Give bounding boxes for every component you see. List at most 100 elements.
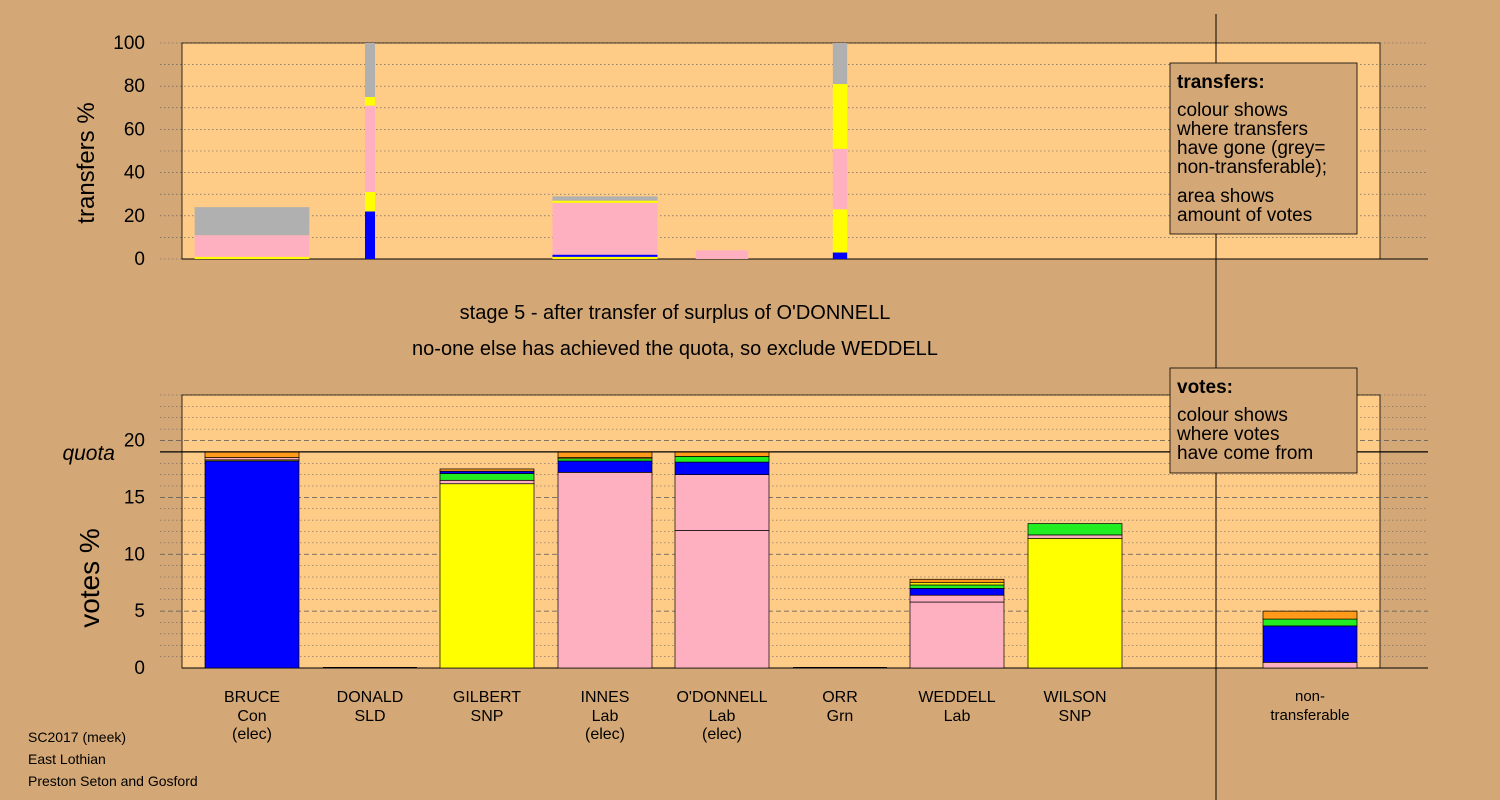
vote-segment-lab — [1262, 661, 1358, 669]
candidate-name-label: BRUCE — [224, 689, 280, 706]
transfer-segment-snp — [832, 209, 848, 253]
candidate-party-label: Con — [237, 708, 266, 725]
votes-legend-box — [1169, 367, 1358, 474]
vote-segment-con — [1262, 625, 1358, 663]
transfers-legend-text: area shows — [1177, 186, 1274, 207]
transfer-segment-snp — [365, 192, 375, 212]
vote-segment-sld — [557, 451, 653, 458]
candidate-name-label: WEDDELL — [918, 689, 995, 706]
nontransferable-label: transferable — [1270, 707, 1349, 724]
votes-ylabel: votes % — [74, 528, 105, 628]
vote-segment-grn — [674, 456, 770, 463]
transfer-segment-nontransferable — [552, 196, 658, 201]
quota-label: quota — [62, 442, 115, 465]
transfer-segment-snp — [194, 256, 310, 259]
vote-segment-con — [674, 461, 770, 475]
transfers-legend-text: non-transferable); — [1177, 157, 1327, 178]
vote-segment-grn — [1027, 523, 1123, 536]
transfer-segment-lab — [695, 250, 749, 259]
candidate-party-label: SNP — [471, 708, 504, 725]
candidate-status-label: (elec) — [232, 726, 272, 743]
candidate-name-label: INNES — [581, 689, 630, 706]
vote-segment-sld — [1262, 610, 1358, 620]
transfer-segment-lab — [365, 105, 375, 193]
vote-segment-grn — [1262, 618, 1358, 627]
candidate-party-label: Lab — [709, 708, 736, 725]
candidate-status-label: (elec) — [702, 726, 742, 743]
vote-segment-sld — [439, 468, 535, 472]
candidate-name-label: GILBERT — [453, 689, 521, 706]
exclusion-caption: no-one else has achieved the quota, so e… — [412, 338, 938, 360]
footer-ward: Preston Seton and Gosford — [28, 773, 198, 789]
votes-ytick-label: 5 — [134, 601, 145, 622]
vote-segment-lab — [909, 601, 1005, 669]
votes-ytick-label: 15 — [124, 487, 145, 508]
transfer-segment-lab — [194, 235, 310, 257]
transfer-segment-snp — [365, 97, 375, 106]
candidate-name-label: ORR — [822, 689, 858, 706]
vote-segment-con — [557, 460, 653, 473]
candidate-party-label: Lab — [592, 708, 619, 725]
votes-ytick-label: 0 — [134, 658, 145, 679]
candidate-party-label: Lab — [944, 708, 971, 725]
candidate-party-label: Grn — [827, 708, 854, 725]
vote-segment-lab — [674, 474, 770, 531]
stage-caption: stage 5 - after transfer of surplus of O… — [460, 302, 891, 324]
transfer-segment-nontransferable — [194, 207, 310, 236]
nontransferable-label: non- — [1295, 688, 1325, 705]
votes-ytick-label: 10 — [124, 544, 145, 565]
candidate-name-label: WILSON — [1043, 689, 1106, 706]
vote-segment-snp — [1027, 537, 1123, 669]
vote-segment-sld — [204, 451, 300, 458]
transfers-ytick-label: 40 — [124, 163, 145, 184]
candidate-name-label: O'DONNELL — [676, 689, 767, 706]
vote-segment-lab — [439, 479, 535, 485]
transfers-legend-text: have gone (grey= — [1177, 138, 1325, 159]
votes-legend-title: votes: — [1177, 377, 1233, 398]
transfer-segment-con — [832, 252, 848, 259]
votes-legend-text: have come from — [1177, 443, 1313, 464]
transfers-ytick-label: 20 — [124, 206, 145, 227]
vote-segment-grn — [439, 473, 535, 481]
candidate-name-label: DONALD — [337, 689, 404, 706]
vote-segment-grn — [909, 584, 1005, 589]
transfers-legend-title: transfers: — [1177, 72, 1265, 93]
votes-ytick-label: 20 — [124, 431, 145, 452]
transfer-segment-snp — [552, 200, 658, 203]
footer-council: East Lothian — [28, 751, 106, 767]
transfer-segment-nontransferable — [365, 43, 375, 97]
transfers-ytick-label: 100 — [113, 33, 145, 54]
transfer-segment-con — [552, 254, 658, 257]
vote-segment-snp — [439, 483, 535, 669]
transfers-legend-box — [1169, 62, 1358, 235]
transfers-legend-text: where transfers — [1176, 119, 1308, 140]
candidate-status-label: (elec) — [585, 726, 625, 743]
candidate-party-label: SNP — [1059, 708, 1092, 725]
vote-segment-lab — [674, 530, 770, 669]
transfers-ytick-label: 0 — [134, 249, 145, 270]
transfer-segment-nontransferable — [832, 43, 848, 85]
candidate-party-label: SLD — [354, 708, 385, 725]
votes-legend-text: colour shows — [1177, 405, 1288, 426]
votes-legend-text: where votes — [1176, 424, 1279, 445]
vote-segment-lab — [1027, 534, 1123, 539]
transfer-segment-snp — [832, 84, 848, 149]
transfer-segment-con — [365, 211, 375, 259]
vote-segment-con — [204, 460, 300, 669]
transfers-ytick-label: 80 — [124, 76, 145, 97]
vote-segment-sld — [909, 578, 1005, 584]
vote-segment-lab — [909, 594, 1005, 603]
footer-source: SC2017 (meek) — [28, 729, 127, 745]
transfers-ylabel: transfers % — [73, 102, 100, 223]
vote-segment-con — [909, 588, 1005, 596]
transfers-legend-text: colour shows — [1177, 100, 1288, 121]
vote-segment-lab — [557, 472, 653, 669]
transfer-segment-lab — [552, 202, 658, 255]
transfers-legend-text: amount of votes — [1177, 205, 1312, 226]
transfers-ytick-label: 60 — [124, 119, 145, 140]
vote-segment-sld — [674, 451, 770, 457]
